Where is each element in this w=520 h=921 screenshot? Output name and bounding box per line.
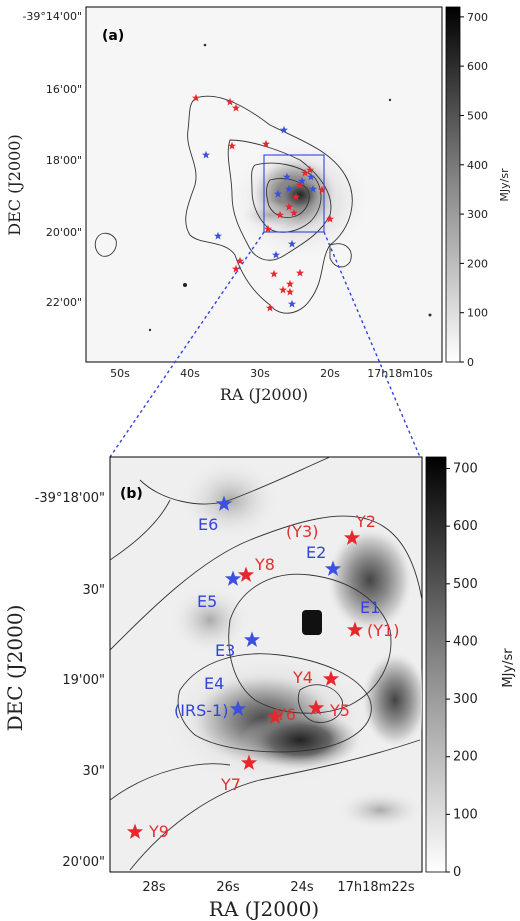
y-tick-label: -39°14'00" — [22, 10, 82, 23]
contour — [110, 499, 171, 561]
source-label-e6: E6 — [198, 515, 218, 534]
panel-b-image — [110, 457, 422, 871]
y-tick-label: 30" — [82, 764, 105, 779]
colorbar-b-ticks: 0 100 200 300 400 500 600 700 — [446, 462, 478, 880]
source-label-y2: Y2 — [355, 512, 376, 531]
colorbar-tick-label: 600 — [467, 60, 488, 73]
source-labels: E6 (Y3) Y2 E2 Y8 E5 E1 (Y1) E3 Y4 E4 Y5 … — [148, 512, 399, 841]
contour — [227, 139, 332, 261]
panel-a-label: (a) — [102, 28, 124, 44]
x-tick-label: 20s — [320, 367, 340, 380]
x-tick-label: 17h18m22s — [337, 880, 415, 895]
panel-b-x-ticks: 28s 26s 24s 17h18m22s — [142, 880, 415, 895]
colorbar-tick-label: 700 — [467, 11, 488, 24]
colorbar-tick-label: 100 — [453, 807, 478, 822]
y-tick-label: 16'00" — [46, 83, 82, 96]
panel-a-y-ticks: -39°14'00" 16'00" 18'00" 20'00" 22'00" — [22, 10, 82, 309]
colorbar-b-label: MJy/sr — [501, 648, 516, 688]
colorbar-tick-label: 700 — [453, 462, 478, 477]
colorbar-tick-label: 600 — [453, 519, 478, 534]
zoom-box — [263, 154, 325, 233]
x-tick-label: 40s — [180, 367, 200, 380]
panel-b-ylabel: DEC (J2000) — [3, 605, 27, 732]
colorbar-a-label: MJy/sr — [498, 168, 511, 202]
source-label-y5: Y5 — [329, 701, 350, 720]
contour — [129, 739, 421, 871]
y-tick-label: 18'00" — [46, 154, 82, 167]
zoom-connector-right — [323, 231, 421, 458]
source-label-e4: E4 — [204, 674, 224, 693]
colorbar-tick-label: 500 — [467, 109, 488, 122]
contour — [297, 684, 344, 723]
colorbar-tick-label: 500 — [453, 577, 478, 592]
source-label-y4: Y4 — [292, 668, 313, 687]
colorbar-tick-label: 400 — [453, 634, 478, 649]
colorbar-tick-label: 100 — [467, 307, 488, 320]
source-label-e1: E1 — [360, 598, 380, 617]
y-tick-label: 20'00" — [46, 226, 82, 239]
source-label-y1: (Y1) — [367, 621, 399, 640]
source-label-e3: E3 — [215, 641, 235, 660]
panel-a: (a) -39°14'00" 16'00" 18'00" 20'00" 22'0… — [5, 6, 511, 404]
panel-b-label: (b) — [120, 486, 143, 502]
panel-b: (b) E6 (Y3) Y2 E2 Y8 E5 E1 (Y1) E3 Y4 E4… — [3, 456, 516, 921]
source-label-y6: Y6 — [275, 705, 296, 724]
panel-a-xlabel: RA (J2000) — [220, 385, 308, 404]
contour — [94, 232, 117, 257]
x-tick-label: 50s — [110, 367, 130, 380]
contour — [110, 515, 422, 651]
source-label-y7: Y7 — [220, 775, 241, 794]
panel-b-xlabel: RA (J2000) — [209, 897, 319, 921]
y-tick-label: 30" — [82, 583, 105, 598]
colorbar-a-ticks: 0 100 200 300 400 500 600 700 — [460, 11, 488, 369]
source-label-y9: Y9 — [148, 822, 169, 841]
x-tick-label: 28s — [142, 880, 166, 895]
y-tick-label: 19'00" — [62, 673, 105, 688]
x-tick-label: 30s — [250, 367, 270, 380]
colorbar-tick-label: 0 — [453, 865, 461, 880]
panel-a-x-ticks: 50s 40s 30s 20s 17h18m10s — [110, 367, 433, 380]
colorbar-tick-label: 400 — [467, 159, 488, 172]
y-tick-label: 22'00" — [46, 296, 82, 309]
colorbar-tick-label: 300 — [453, 692, 478, 707]
x-tick-label: 17h18m10s — [367, 367, 433, 380]
colorbar-b — [425, 456, 447, 873]
colorbar-tick-label: 0 — [467, 356, 474, 369]
colorbar-tick-label: 200 — [467, 257, 488, 270]
panel-b-y-ticks: -39°18'00" 30" 19'00" 30" 20'00" — [35, 491, 105, 870]
colorbar-tick-label: 300 — [467, 208, 488, 221]
x-tick-label: 24s — [290, 880, 314, 895]
panel-a-image — [94, 43, 432, 332]
source-label-e2: E2 — [306, 543, 326, 562]
panel-a-ylabel: DEC (J2000) — [5, 134, 24, 235]
source-label-y3: (Y3) — [286, 522, 318, 541]
colorbar-tick-label: 200 — [453, 750, 478, 765]
contour — [228, 573, 392, 714]
contour — [185, 95, 353, 314]
colorbar-a — [445, 6, 461, 363]
contour — [329, 243, 352, 268]
contour — [177, 653, 372, 753]
x-tick-label: 26s — [216, 880, 240, 895]
y-tick-label: -39°18'00" — [35, 491, 105, 506]
source-label-y8: Y8 — [254, 555, 275, 574]
y-tick-label: 20'00" — [62, 855, 105, 870]
contour — [139, 457, 331, 505]
source-label-e5: E5 — [197, 592, 217, 611]
source-label-irs1: (IRS-1) — [174, 701, 228, 720]
contour — [110, 763, 231, 801]
